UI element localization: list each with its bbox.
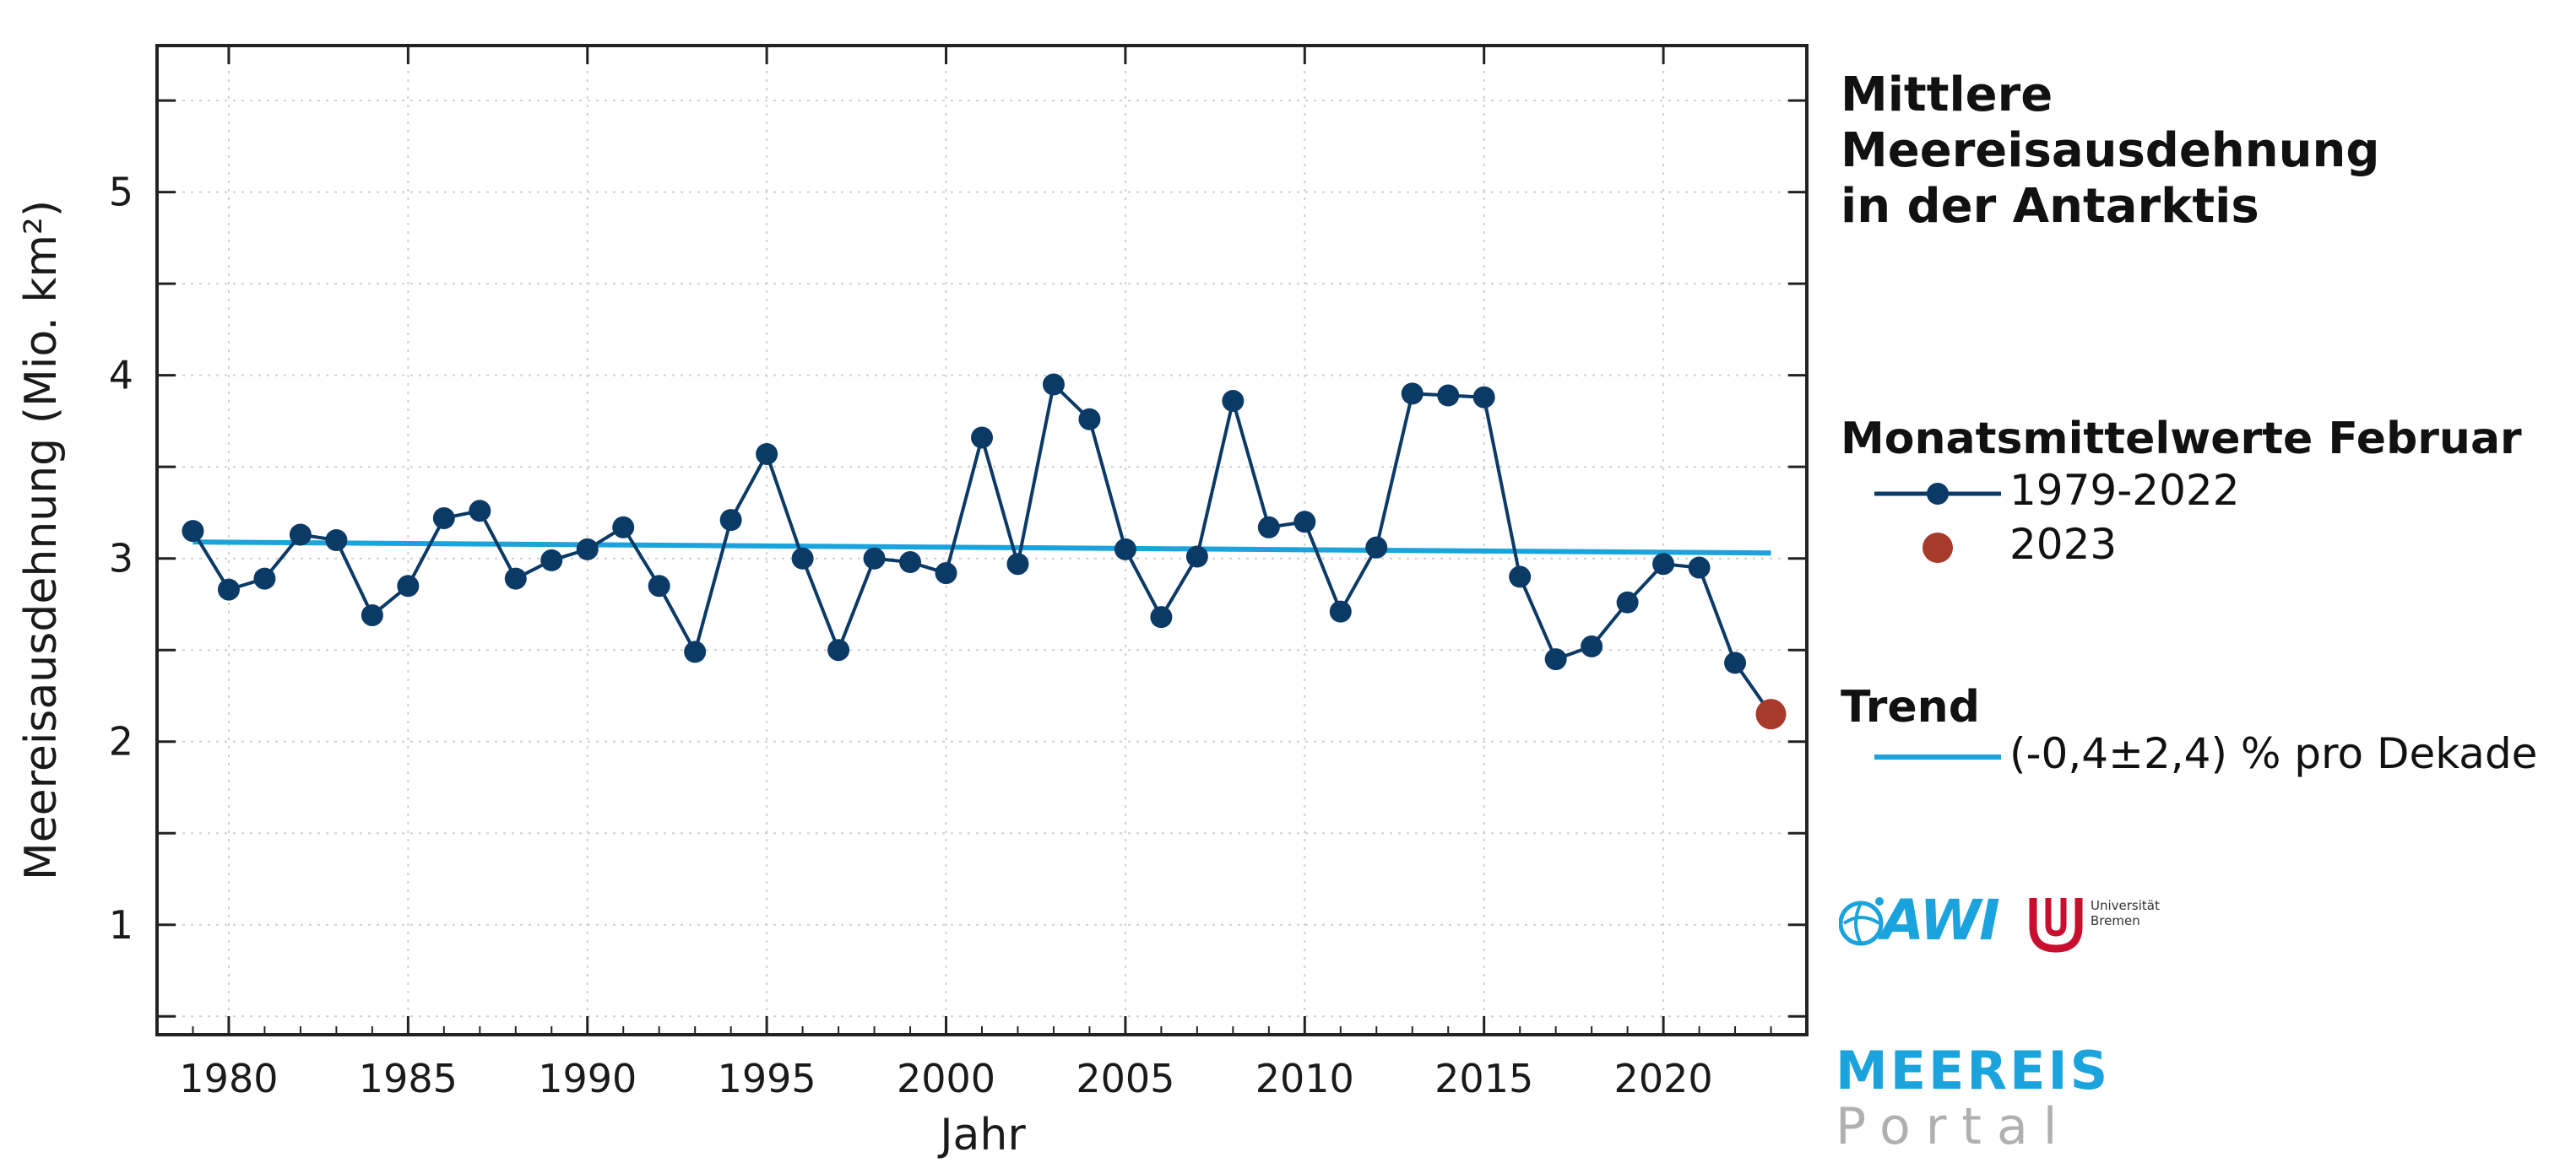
- y-tick-label: 4: [109, 353, 133, 398]
- y-tick-label: 2: [109, 719, 133, 765]
- uni-bremen-text: Universität Bremen: [2091, 898, 2160, 928]
- legend-series-heading: Monatsmittelwerte Februar: [1841, 414, 2522, 464]
- legend-trend-marker: [1874, 755, 2001, 760]
- uni-bremen-line1: Universität: [2091, 898, 2160, 913]
- data-point: [1006, 553, 1029, 576]
- data-point: [756, 442, 778, 465]
- meereisportal-line1: MEEREIS: [1836, 1040, 2111, 1101]
- uni-bremen-u-icon: [2029, 898, 2083, 953]
- data-point: [540, 549, 563, 571]
- uni-bremen-line2: Bremen: [2091, 913, 2140, 928]
- data-point: [791, 547, 814, 570]
- data-point: [325, 529, 348, 551]
- data-point: [432, 506, 455, 529]
- x-tick-label: 1985: [359, 1056, 458, 1101]
- awi-logo-label: AWI: [1881, 888, 2000, 953]
- data-point: [935, 562, 957, 585]
- data-point: [1581, 635, 1603, 657]
- chart-title-line1: Mittlere Meereisausdehnung: [1841, 68, 2380, 178]
- data-point: [1150, 606, 1173, 629]
- legend-trend-heading: Trend: [1841, 682, 1980, 733]
- plot-frame: [155, 44, 1809, 1036]
- data-point: [1472, 386, 1495, 408]
- data-point: [684, 641, 707, 663]
- data-point: [576, 538, 599, 560]
- x-tick-label: 1980: [179, 1056, 278, 1101]
- data-point: [612, 516, 635, 538]
- data-point: [719, 509, 742, 532]
- meereisportal-logo: MEEREIS Portal: [1836, 1043, 2110, 1155]
- data-point: [217, 578, 240, 601]
- data-point: [469, 500, 491, 522]
- y-tick-label: 5: [109, 170, 133, 215]
- data-point: [863, 547, 886, 570]
- data-point: [1185, 545, 1208, 568]
- data-point: [1616, 591, 1639, 614]
- x-tick-label: 1990: [538, 1056, 637, 1101]
- highlight-point-2023: [1755, 699, 1787, 730]
- x-tick-label: 1995: [718, 1056, 816, 1101]
- data-point: [504, 567, 527, 590]
- data-point: [971, 426, 993, 449]
- data-point: [1652, 553, 1675, 576]
- legend-highlight-marker: [1923, 533, 1953, 563]
- y-tick-label: 1: [109, 902, 133, 948]
- data-point: [182, 520, 204, 543]
- data-point: [1257, 516, 1280, 538]
- chart-title-line2: in der Antarktis: [1841, 179, 2259, 234]
- meereisportal-line2: Portal: [1836, 1097, 2073, 1156]
- grid: [157, 46, 1807, 1035]
- data-point: [397, 575, 420, 598]
- data-point: [1401, 382, 1424, 405]
- data-point: [1724, 652, 1747, 674]
- legend-series-marker: [1874, 483, 2001, 505]
- data-point: [1293, 511, 1316, 533]
- data-point: [827, 639, 850, 662]
- legend-trend-label: (-0,4±2,4) % pro Dekade: [2009, 729, 2538, 778]
- data-point: [1437, 384, 1460, 407]
- globe-icon: [1839, 897, 1884, 946]
- data-point: [899, 551, 922, 574]
- trend-line-group: [193, 539, 1771, 556]
- data-point: [1042, 373, 1065, 396]
- data-point: [1329, 600, 1352, 623]
- x-tick-label: 2010: [1255, 1056, 1354, 1101]
- x-axis-title: Jahr: [937, 1110, 1026, 1160]
- y-tick-label: 3: [109, 536, 133, 582]
- x-tick-label: 2005: [1076, 1056, 1174, 1101]
- data-point: [1114, 538, 1136, 560]
- x-tick-label: 2015: [1434, 1056, 1533, 1101]
- data-point: [1509, 565, 1532, 588]
- trend-line: [193, 539, 1771, 556]
- legend-series-label: 1979-2022: [2009, 466, 2240, 515]
- chart-title: Mittlere Meereisausdehnung in der Antark…: [1841, 68, 2576, 235]
- y-axis-title: Meereisausdehnung (Mio. km²): [16, 200, 67, 880]
- series-group: [182, 373, 1787, 730]
- tick-labels: 1980 1985 1990 1995 2000 2005 2010 2015 2020 1 2 3 4…: [109, 170, 1713, 1101]
- data-point: [361, 603, 383, 626]
- data-point: [1544, 648, 1567, 671]
- awi-logo-text: AWI: [1881, 888, 2000, 953]
- x-tick-label: 2000: [897, 1056, 995, 1101]
- data-point: [648, 575, 670, 598]
- data-point: [253, 567, 276, 590]
- data-point: [1365, 536, 1388, 559]
- data-point: [1688, 556, 1711, 579]
- legend-highlight-label: 2023: [2009, 520, 2118, 569]
- data-point: [1222, 390, 1245, 413]
- data-point: [1078, 408, 1101, 430]
- x-tick-label: 2020: [1614, 1056, 1713, 1101]
- axis-ticks: [156, 46, 1808, 1035]
- data-point: [289, 523, 312, 546]
